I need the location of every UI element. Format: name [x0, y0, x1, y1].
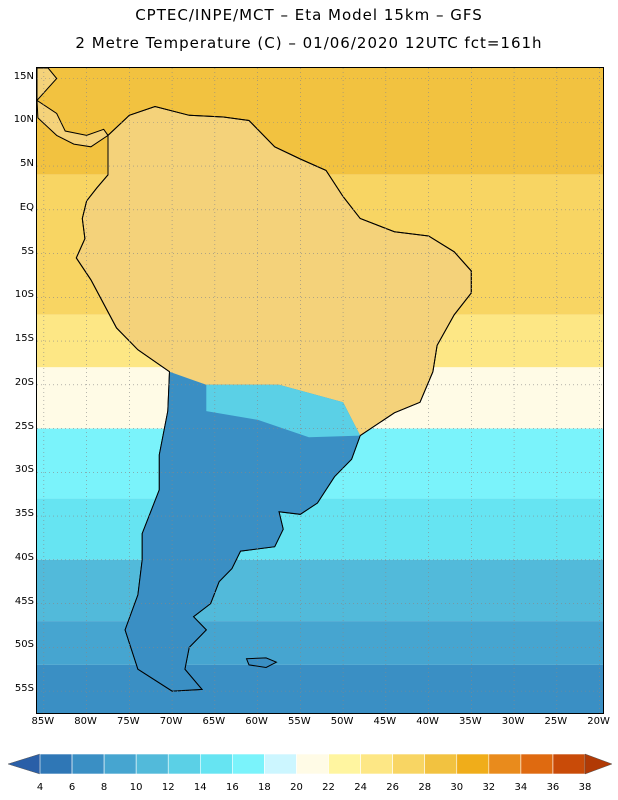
- latitude-label: 20S: [14, 376, 34, 388]
- colorbar-segment: [71, 753, 105, 775]
- colorbar-tick-label: 22: [322, 782, 335, 793]
- colorbar-tick-label: 30: [450, 782, 464, 793]
- latitude-label: 15N: [13, 70, 34, 82]
- colorbar-tick-label: 14: [193, 782, 207, 793]
- longitude-label: 50W: [330, 716, 354, 727]
- colorbar-tick-label: 24: [354, 782, 367, 793]
- ocean-band-6: [37, 559, 603, 622]
- colorbar-segment: [264, 753, 297, 775]
- latitude-label: 5S: [21, 245, 34, 257]
- colorbar-segment: [424, 753, 458, 775]
- latitude-label: 30S: [14, 464, 34, 476]
- longitude-label: 20W: [587, 716, 610, 727]
- longitude-label: 80W: [74, 716, 97, 727]
- longitude-label: 45W: [373, 716, 397, 727]
- colorbar-tick-label: 36: [546, 782, 560, 793]
- longitude-label: 35W: [459, 716, 482, 727]
- longitude-label: 60W: [245, 716, 268, 727]
- longitude-label: 25W: [544, 716, 568, 727]
- latitude-label: 50S: [14, 639, 34, 651]
- colorbar-segment: [328, 753, 361, 775]
- colorbar: [7, 753, 613, 775]
- map-canvas: [37, 68, 603, 713]
- colorbar-tick-label: 6: [68, 782, 76, 793]
- latitude-label: 10S: [14, 289, 34, 301]
- latitude-label: 15S: [14, 333, 34, 345]
- colorbar-tick-label: 38: [578, 782, 592, 793]
- ocean-band-7: [37, 621, 603, 665]
- colorbar-segment: [360, 753, 393, 775]
- ocean-band-5: [37, 498, 603, 560]
- latitude-label: 40S: [14, 551, 34, 563]
- colorbar-tick-label: 18: [258, 782, 271, 793]
- longitude-label: 55W: [288, 716, 311, 727]
- latitude-label: 55S: [14, 683, 34, 695]
- colorbar-tick-label: 26: [386, 782, 399, 793]
- colorbar-segment: [520, 753, 554, 775]
- colorbar-segment: [232, 753, 265, 775]
- colorbar-tick-label: 8: [100, 782, 108, 793]
- cold-region-south-cone: [125, 371, 361, 692]
- colorbar-left-arrow: [7, 753, 41, 775]
- colorbar-segment: [167, 753, 201, 775]
- latitude-label: EQ: [19, 201, 34, 213]
- temperature-map[interactable]: [36, 67, 604, 714]
- colorbar-segment: [456, 753, 490, 775]
- longitude-label: 75W: [117, 716, 140, 727]
- colorbar-tick-label: 4: [36, 782, 44, 793]
- colorbar-segment: [39, 753, 73, 775]
- map-subtitle: 2 Metre Temperature (C) – 01/06/2020 12U…: [75, 34, 543, 52]
- latitude-label: 25S: [14, 420, 34, 432]
- coastline: [75, 105, 472, 692]
- longitude-label: 70W: [159, 716, 183, 727]
- latitude-label: 35S: [14, 508, 34, 520]
- transition-region: [206, 384, 361, 438]
- colorbar-tick-label: 10: [129, 782, 143, 793]
- longitude-label: 65W: [202, 716, 226, 727]
- colorbar-segment: [552, 753, 586, 775]
- longitude-label: 30W: [501, 716, 525, 727]
- latitude-label: 45S: [14, 595, 34, 607]
- longitude-label: 85W: [31, 716, 55, 727]
- colorbar-right-arrow: [584, 753, 613, 775]
- colorbar-segment: [296, 753, 329, 775]
- latitude-label: 10N: [13, 114, 34, 126]
- longitude-label: 40W: [416, 716, 439, 727]
- ocean-band-8: [37, 664, 603, 713]
- latitude-label: 5N: [20, 158, 34, 170]
- colorbar-tick-label: 32: [482, 782, 496, 793]
- colorbar-tick-label: 34: [514, 782, 528, 793]
- colorbar-segment: [488, 753, 522, 775]
- colorbar-tick-label: 16: [225, 782, 239, 793]
- colorbar-tick-label: 20: [290, 782, 303, 793]
- colorbar-segment: [392, 753, 426, 775]
- central-america-landmass: [37, 68, 109, 148]
- map-title: CPTEC/INPE/MCT – Eta Model 15km – GFS: [135, 6, 483, 24]
- colorbar-tick-label: 12: [161, 782, 175, 793]
- colorbar-tick-label: 28: [418, 782, 432, 793]
- falkland-islands: [245, 657, 278, 669]
- colorbar-segment: [199, 753, 233, 775]
- colorbar-segment: [103, 753, 137, 775]
- colorbar-segment: [135, 753, 169, 775]
